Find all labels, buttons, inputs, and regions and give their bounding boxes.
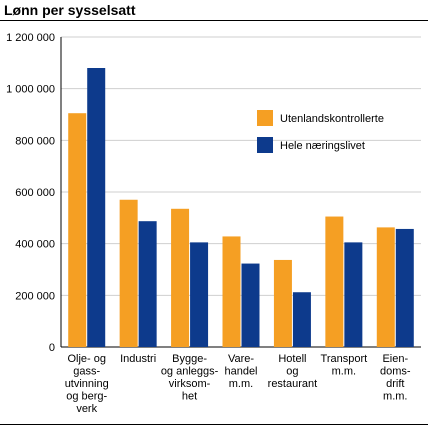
bar-hele-naeringslivet <box>344 242 363 347</box>
bar-hele-naeringslivet <box>190 242 209 347</box>
y-tick-label: 600 000 <box>15 187 55 199</box>
bar-hele-naeringslivet <box>395 228 414 347</box>
x-tick-label: Hotell og restaurant <box>268 353 318 390</box>
x-tick-label: Vare-handel m.m. <box>224 353 257 390</box>
y-tick-label: 400 000 <box>15 239 55 251</box>
bottom-divider <box>0 424 428 425</box>
bar-utenlandskontrollerte <box>376 227 395 347</box>
legend-label: Utenlandskontrollerte <box>280 113 384 125</box>
title-bar: Lønn per sysselsatt <box>0 0 428 22</box>
x-tick-label: Industri <box>120 353 156 365</box>
y-tick-label: 800 000 <box>15 135 55 147</box>
legend-swatch <box>257 137 273 153</box>
y-tick-label: 1 000 000 <box>6 84 55 96</box>
x-tick-label: Olje- og gass-utvinning og berg-verk <box>65 353 109 415</box>
bar-utenlandskontrollerte <box>273 259 292 347</box>
bar-utenlandskontrollerte <box>171 208 190 347</box>
x-tick-label: Bygge-og anleggs-virksom-het <box>161 353 219 403</box>
bar-utenlandskontrollerte <box>325 216 344 347</box>
legend-label: Hele næringslivet <box>280 140 365 152</box>
x-tick-label: Eien-doms-drift m.m. <box>380 353 411 403</box>
bar-hele-naeringslivet <box>138 221 157 347</box>
y-tick-label: 0 <box>49 342 55 354</box>
bar-utenlandskontrollerte <box>68 113 87 347</box>
bar-hele-naeringslivet <box>292 292 311 347</box>
bar-hele-naeringslivet <box>241 263 260 347</box>
bar-utenlandskontrollerte <box>222 236 241 347</box>
bar-utenlandskontrollerte <box>119 199 138 347</box>
y-tick-label: 200 000 <box>15 290 55 302</box>
x-tick-label: Transport m.m. <box>321 353 368 378</box>
y-tick-label: 1 200 000 <box>6 32 55 44</box>
title-divider <box>0 20 428 21</box>
bar-hele-naeringslivet <box>87 68 106 347</box>
chart-title: Lønn per sysselsatt <box>4 2 136 18</box>
legend-swatch <box>257 110 273 126</box>
